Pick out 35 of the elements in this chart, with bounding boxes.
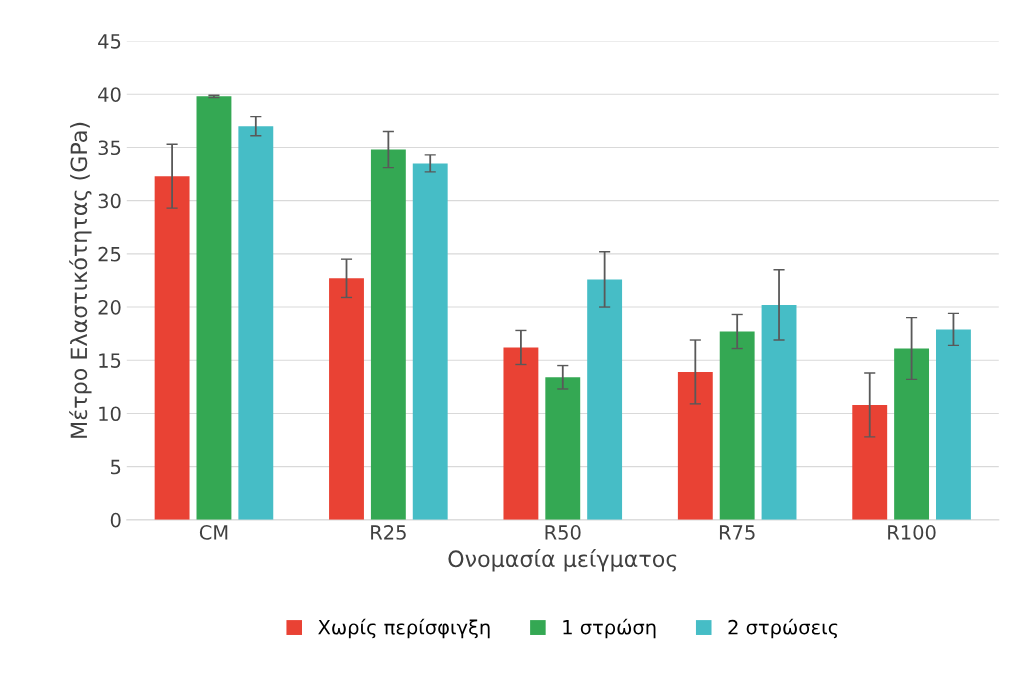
bar — [196, 96, 232, 520]
x-tick-label: R75 — [719, 525, 755, 540]
x-tick-label: CM — [199, 525, 228, 540]
bar — [677, 371, 713, 520]
legend-label: 2 στρώσεις — [728, 618, 838, 639]
x-axis-title: Ονομασία μείγματος — [448, 549, 677, 572]
bar — [329, 278, 364, 520]
bar — [719, 331, 755, 520]
bar — [587, 279, 623, 520]
y-tick-label: 20 — [98, 300, 121, 315]
bar — [761, 304, 797, 520]
y-tick-label: 15 — [99, 353, 121, 368]
bar — [412, 163, 448, 520]
x-tick-label: R100 — [888, 525, 936, 540]
y-tick-label: 10 — [99, 406, 121, 422]
bar — [852, 404, 888, 520]
bar — [936, 329, 971, 520]
bar — [370, 149, 406, 520]
y-tick-label: 30 — [98, 193, 121, 209]
x-tick-label: R25 — [371, 525, 406, 540]
y-tick-label: 5 — [111, 459, 121, 475]
bar — [894, 348, 930, 520]
y-tick-label: 40 — [98, 87, 121, 102]
legend-label: Χωρίς περίσφιγξη — [318, 618, 490, 639]
y-axis-title: Μέτρο Ελαστικότητας (GPa) — [69, 122, 92, 438]
bar — [154, 176, 190, 520]
bar — [238, 126, 274, 520]
y-tick-label: 45 — [98, 34, 121, 49]
bar — [503, 347, 539, 520]
y-tick-label: 25 — [98, 246, 121, 262]
bar — [545, 377, 581, 520]
x-tick-label: R50 — [545, 525, 581, 540]
y-tick-label: 35 — [98, 140, 121, 156]
legend-label: 1 στρώση — [563, 618, 656, 639]
y-tick-label: 0 — [110, 512, 121, 528]
